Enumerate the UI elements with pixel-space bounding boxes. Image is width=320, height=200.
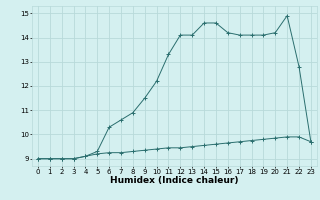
X-axis label: Humidex (Indice chaleur): Humidex (Indice chaleur)	[110, 176, 239, 185]
